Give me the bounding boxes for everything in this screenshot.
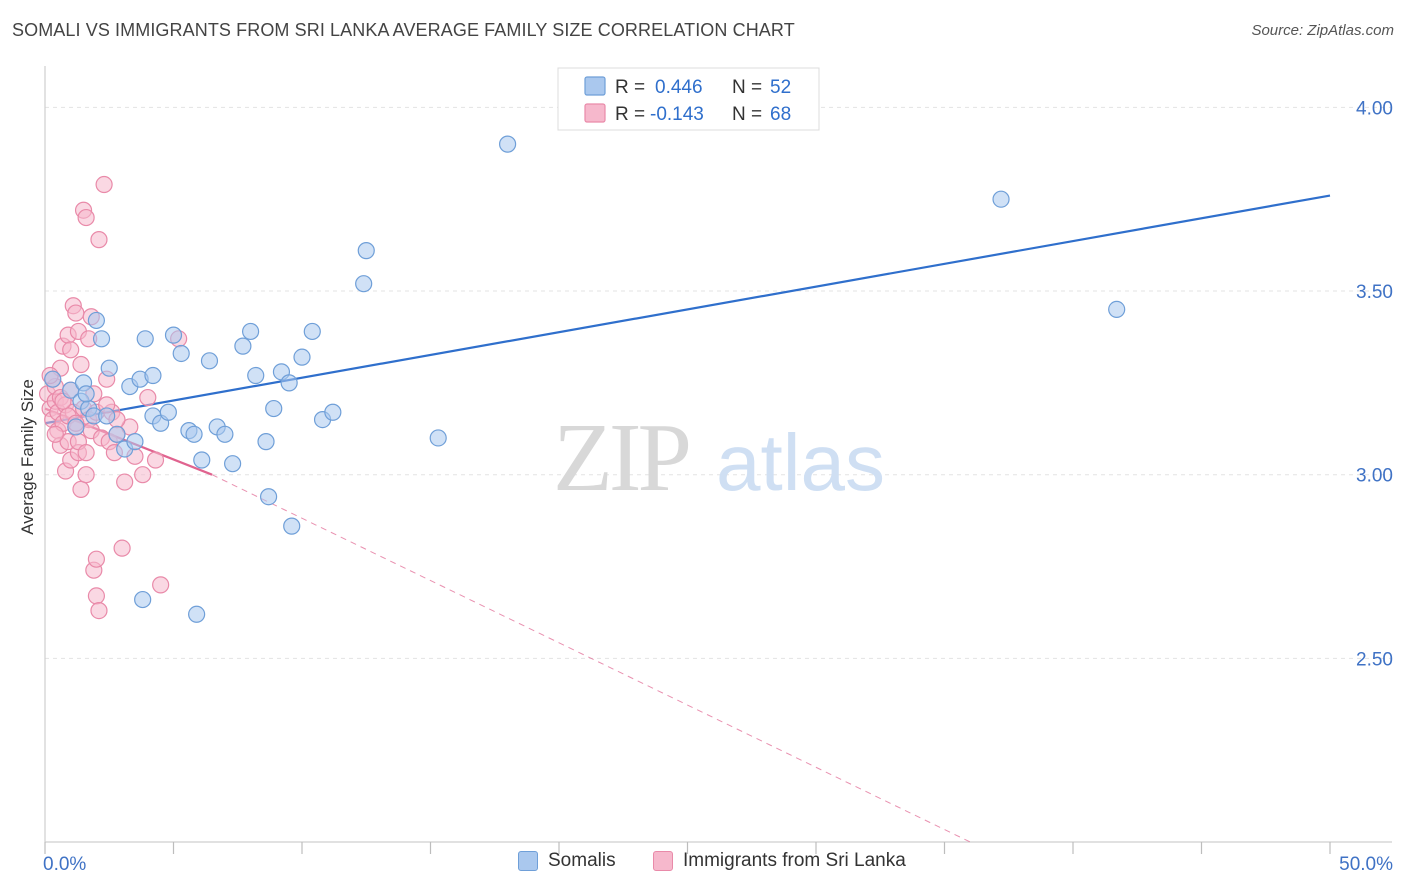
point-sri-lanka [146,451,165,469]
point-somalis [44,370,62,388]
point-sri-lanka [116,473,134,491]
legend-swatch-somalis [518,851,538,871]
point-somalis [429,429,447,447]
legend-n-value: 52 [770,77,791,98]
legend-swatch-somalis [584,76,606,96]
point-somalis [259,488,278,506]
trend-lines [44,194,1331,843]
point-sri-lanka [90,601,108,620]
grid-lines [45,106,1392,659]
point-sri-lanka [87,550,106,568]
point-somalis [216,425,234,443]
point-sri-lanka [62,341,80,359]
legend-n-label: N = [732,104,762,125]
legend-r-value: -0.143 [650,104,704,125]
point-sri-lanka [139,388,157,407]
point-sri-lanka [72,480,90,498]
point-sri-lanka [95,175,113,194]
point-somalis [324,403,342,421]
point-somalis [159,403,177,421]
point-somalis [100,359,118,377]
legend-r-value: 0.446 [655,77,703,98]
point-somalis [188,605,206,623]
chart-title: SOMALI VS IMMIGRANTS FROM SRI LANKA AVER… [12,20,795,40]
point-sri-lanka [77,208,95,227]
point-somalis [185,425,203,443]
point-somalis [355,275,373,293]
legend-top: R = 0.446 N = 52 R = -0.143 N = 68 [557,67,820,131]
y-tick-label: 3.00 [1356,466,1393,487]
point-sri-lanka [134,466,152,484]
legend-label-sri-lanka: Immigrants from Sri Lanka [683,850,906,871]
tick-labels: 2.50 3.00 3.50 4.00 0.0% 50.0% [43,98,1393,875]
point-somalis [283,517,301,535]
watermark: ZIP atlas [553,404,885,512]
legend-item-sri-lanka: Immigrants from Sri Lanka [653,850,906,872]
point-somalis [92,330,111,348]
watermark-zip: ZIP [553,404,688,512]
point-somalis [134,590,152,609]
point-somalis [265,399,283,418]
watermark-atlas: atlas [716,418,885,507]
y-tick-label: 3.50 [1356,282,1393,303]
point-somalis [164,326,183,344]
point-somalis [280,374,298,392]
legend-swatch-sri-lanka [584,103,606,123]
point-sri-lanka [152,576,170,594]
point-somalis [234,337,252,355]
trend-line-somalis [44,194,1331,425]
legend-n-value: 68 [770,104,791,125]
point-somalis [1108,300,1126,319]
axes [44,66,1392,854]
point-somalis [77,385,95,403]
point-somalis [193,451,211,469]
point-sri-lanka [87,587,106,605]
point-somalis [172,344,190,363]
chart-source: Source: ZipAtlas.com [1251,22,1394,39]
y-tick-label: 4.00 [1356,98,1393,119]
point-somalis [257,433,275,451]
trend-line-sri-lanka-extended [211,474,971,843]
point-somalis [136,330,154,348]
x-tick-label: 0.0% [43,854,86,875]
point-somalis [200,352,219,370]
legend-n-label: N = [732,77,762,98]
legend-swatch-sri-lanka [653,851,673,871]
point-somalis [293,348,311,366]
point-somalis [67,418,85,436]
point-sri-lanka [72,355,90,374]
point-somalis [87,311,106,330]
point-somalis [247,366,265,385]
point-somalis [499,135,517,153]
data-points [38,135,1126,623]
point-somalis [303,322,321,341]
point-sri-lanka [77,466,95,484]
point-somalis [126,433,144,451]
legend-bottom: Somalis Immigrants from Sri Lanka [0,850,1406,878]
x-tick-label: 50.0% [1339,854,1393,875]
point-somalis [242,322,260,341]
y-tick-label: 2.50 [1356,649,1393,670]
point-sri-lanka [113,539,131,557]
legend-r-label: R = [615,104,645,125]
legend-item-somalis: Somalis [518,850,616,872]
legend-r-label: R = [615,77,645,98]
point-somalis [224,455,242,473]
point-somalis [144,366,162,385]
point-somalis [992,190,1010,208]
point-somalis [357,242,375,260]
point-sri-lanka [77,444,95,462]
point-somalis [98,407,116,425]
point-sri-lanka [46,425,64,443]
legend-label-somalis: Somalis [548,850,616,871]
point-sri-lanka [90,231,108,249]
point-somalis [108,425,126,443]
point-sri-lanka [67,304,85,322]
